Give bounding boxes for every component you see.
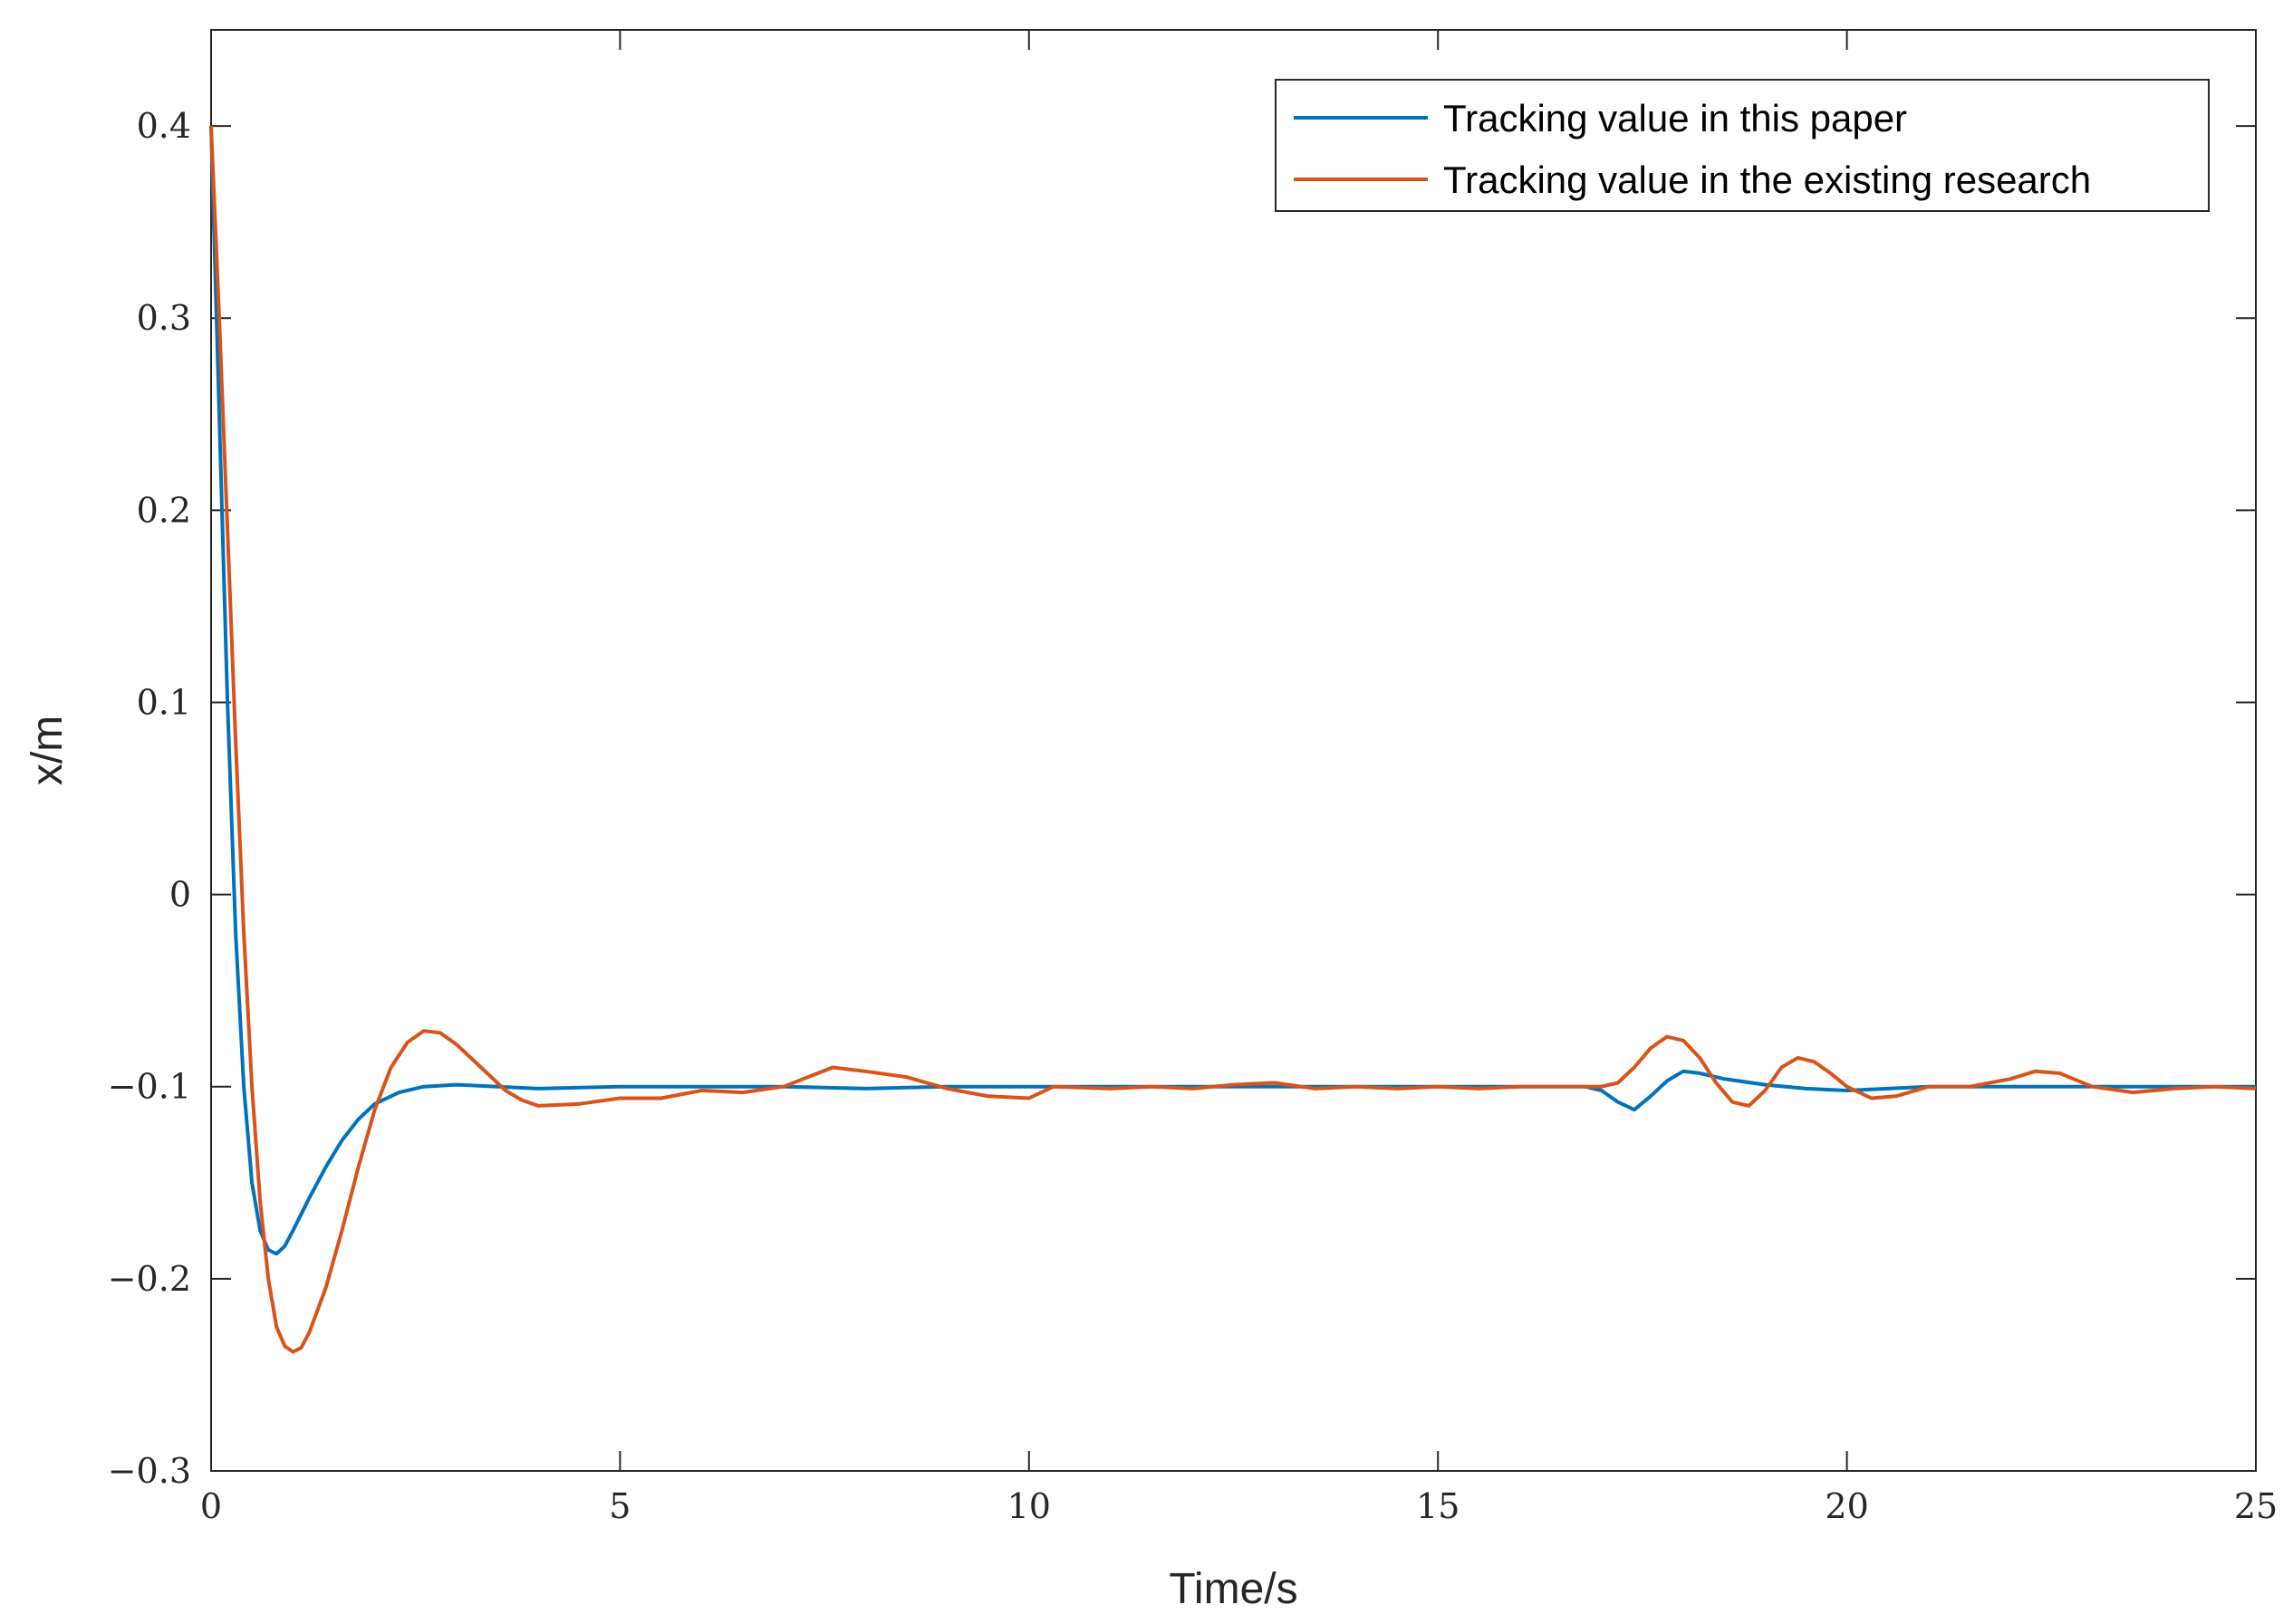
tick-labels: 0 5 10 15 20 25 −0.3 −0.2 −0.1 0 0.1 0.2 0.3 0.4 — [108, 106, 2278, 1526]
legend: Tracking value in this paper Tracking va… — [1275, 79, 2210, 212]
x-tick-label: 15 — [1416, 1486, 1460, 1526]
y-axis-label: x/m — [24, 716, 72, 785]
y-tick-label: −0.2 — [108, 1259, 191, 1299]
series-lines — [209, 126, 2257, 1354]
x-tick-label: 20 — [1825, 1486, 1868, 1526]
y-tick-label: 0.3 — [137, 298, 191, 338]
x-tick-label: 5 — [609, 1486, 631, 1526]
x-tick-label: 0 — [200, 1486, 222, 1526]
y-tick-label: 0.4 — [137, 106, 191, 146]
y-tick-label: 0.2 — [137, 490, 191, 530]
y-tick-label: 0.1 — [137, 682, 191, 722]
y-tick-label: 0 — [169, 875, 191, 915]
x-tick-label: 25 — [2234, 1486, 2278, 1526]
y-tick-label: −0.1 — [108, 1067, 191, 1107]
legend-box — [1275, 79, 2210, 212]
x-tick-label: 10 — [1007, 1486, 1051, 1526]
legend-label-series-1: Tracking value in this paper — [1443, 97, 1907, 139]
y-tick-label: −0.3 — [108, 1451, 191, 1491]
series-line-1 — [209, 126, 2256, 1256]
x-axis-label: Time/s — [1169, 1565, 1297, 1613]
legend-label-series-2: Tracking value in the existing research — [1443, 159, 2091, 201]
series-line-2 — [209, 126, 2257, 1354]
plot-area — [210, 29, 2257, 1472]
